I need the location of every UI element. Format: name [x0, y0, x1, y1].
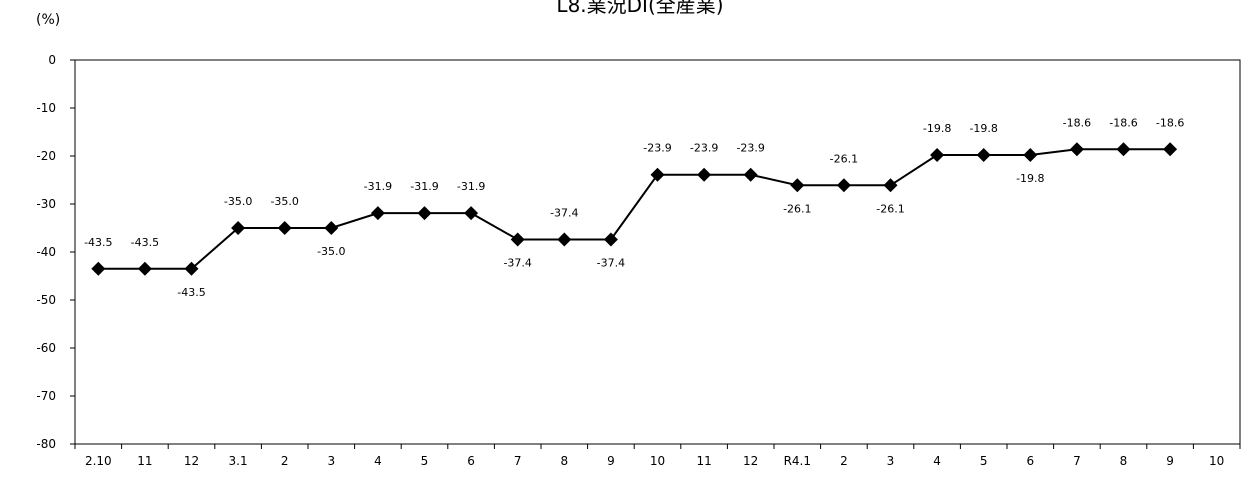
data-label: -19.8	[1016, 172, 1044, 185]
x-tick-label: 3	[887, 454, 895, 468]
x-tick-label: R4.1	[784, 454, 811, 468]
x-tick-label: 8	[1120, 454, 1128, 468]
data-point-marker	[650, 167, 665, 182]
data-label: -19.8	[923, 122, 951, 135]
x-tick-label: 10	[1209, 454, 1224, 468]
x-tick-label: 7	[1073, 454, 1081, 468]
data-label: -18.6	[1156, 116, 1184, 129]
data-label: -35.0	[270, 195, 298, 208]
data-label: -26.1	[830, 152, 858, 165]
data-point-marker	[417, 206, 432, 221]
data-label: -35.0	[224, 195, 252, 208]
y-tick-label: -80	[36, 437, 56, 451]
x-tick-label: 10	[650, 454, 665, 468]
data-labels: -43.5 -43.5 -43.5 -35.0 -35.0 -35.0 -31.9 -31.9…	[84, 116, 1184, 299]
data-label: -23.9	[690, 142, 718, 155]
y-tick-label: 0	[48, 53, 56, 67]
x-tick-label: 6	[467, 454, 475, 468]
data-point-marker	[557, 232, 572, 247]
y-tick-label: -40	[36, 245, 56, 259]
data-label: -43.5	[177, 286, 205, 299]
y-unit-label: (%)	[36, 12, 60, 28]
data-point-marker	[324, 221, 339, 235]
data-label: -37.4	[503, 257, 531, 270]
data-point-marker	[137, 261, 152, 276]
data-label: -26.1	[783, 202, 811, 215]
data-label: -26.1	[876, 202, 904, 215]
data-point-marker	[976, 148, 991, 163]
data-point-marker	[510, 232, 525, 247]
x-tick-label: 2	[281, 454, 289, 468]
data-point-marker	[370, 206, 385, 221]
series-line	[98, 148, 1171, 270]
chart-title: L8.業況DI(全産業)	[556, 0, 723, 17]
data-point-marker	[790, 178, 805, 193]
series-line-group	[91, 142, 1178, 276]
data-label: -43.5	[131, 236, 159, 249]
x-tick-label: 9	[1166, 454, 1174, 468]
data-point-marker	[836, 178, 851, 193]
data-point-marker	[743, 167, 758, 182]
data-label: -19.8	[969, 122, 997, 135]
x-tick-label: 5	[980, 454, 988, 468]
x-tick-label: 3	[327, 454, 335, 468]
y-tick-label: -10	[36, 101, 56, 115]
data-label: -37.4	[550, 207, 578, 220]
data-point-marker	[930, 148, 945, 163]
data-label: -31.9	[410, 180, 438, 193]
data-point-marker	[1069, 142, 1084, 157]
data-label: -23.9	[736, 142, 764, 155]
x-tick-label: 4	[933, 454, 941, 468]
x-tick-label: 7	[514, 454, 522, 468]
x-tick-label: 11	[137, 454, 152, 468]
x-tick-label: 6	[1026, 454, 1034, 468]
data-point-marker	[603, 232, 618, 247]
x-tick-label: 2.10	[85, 454, 112, 468]
x-tick-label: 12	[184, 454, 199, 468]
y-tick-label: -20	[36, 149, 56, 163]
data-label: -37.4	[597, 257, 625, 270]
data-label: -18.6	[1109, 116, 1137, 129]
data-label: -31.9	[457, 180, 485, 193]
data-label: -18.6	[1063, 116, 1091, 129]
x-tick-label: 11	[696, 454, 711, 468]
x-tick-label: 9	[607, 454, 615, 468]
y-tick-label: -60	[36, 341, 56, 355]
data-label: -23.9	[643, 142, 671, 155]
data-point-marker	[1163, 142, 1178, 157]
data-label: -31.9	[364, 180, 392, 193]
x-tick-label: 2	[840, 454, 848, 468]
data-point-marker	[231, 221, 246, 235]
y-tick-label: -30	[36, 197, 56, 211]
x-tick-label: 4	[374, 454, 382, 468]
data-point-marker	[464, 206, 479, 221]
y-tick-label: -50	[36, 293, 56, 307]
data-point-marker	[1023, 148, 1038, 163]
data-point-marker	[697, 167, 712, 182]
x-tick-label: 5	[421, 454, 429, 468]
x-tick-label: 3.1	[229, 454, 248, 468]
data-point-marker	[1116, 142, 1131, 157]
x-axis: 2.10 11 12 3.1 2 3 4 5 6 7 8 9 10 11 12 R4.1 2 3 4 5 6 7 8 9 10	[74, 444, 1241, 468]
x-tick-label: 8	[560, 454, 568, 468]
y-tick-label: -70	[36, 389, 56, 403]
data-point-marker	[91, 261, 106, 276]
data-point-marker	[883, 178, 898, 193]
data-label: -43.5	[84, 236, 112, 249]
y-axis: 0 -10 -20 -30 -40 -50 -60 -70 -80	[36, 53, 75, 451]
data-point-marker	[184, 261, 199, 276]
data-label: -35.0	[317, 245, 345, 258]
data-point-marker	[277, 221, 292, 235]
x-tick-label: 12	[743, 454, 758, 468]
